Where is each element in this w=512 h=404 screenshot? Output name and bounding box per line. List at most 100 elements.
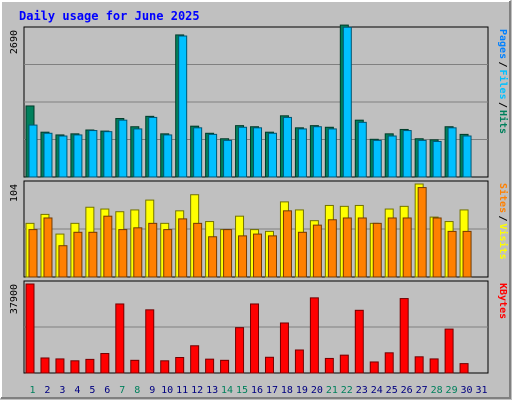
bar-files-day-12 — [193, 127, 203, 178]
bar-files-day-17 — [267, 132, 277, 178]
bar-files-day-24 — [372, 139, 382, 178]
panel-kbytes-scale-label: 37900 — [9, 284, 20, 314]
x-tick-label-day-23: 23 — [356, 385, 368, 396]
bar-kbytes-day-3 — [55, 358, 65, 374]
bar-kbytes-day-8 — [130, 359, 140, 374]
bar-files-day-21 — [327, 128, 337, 178]
bar-kbytes-day-14 — [220, 359, 230, 374]
bar-files-day-14 — [223, 139, 233, 178]
bar-files-day-27 — [417, 139, 427, 178]
x-tick-label-day-9: 9 — [149, 385, 155, 396]
bar-files-day-3 — [58, 135, 68, 178]
bar-kbytes-day-29 — [444, 328, 454, 374]
panel-hits-files-pages-legend: Pages / Files / Hits — [497, 29, 509, 134]
x-tick-label-day-18: 18 — [281, 385, 293, 396]
x-tick-label-day-6: 6 — [104, 385, 110, 396]
bar-files-day-6 — [103, 131, 113, 178]
bar-kbytes-day-13 — [205, 358, 215, 374]
bar-files-day-15 — [238, 126, 248, 178]
bar-kbytes-day-22 — [339, 354, 349, 374]
bar-sites-day-8 — [133, 227, 143, 278]
x-tick-label-day-29: 29 — [446, 385, 458, 396]
bar-sites-day-7 — [118, 229, 128, 278]
bar-sites-day-11 — [178, 218, 188, 278]
x-tick-label-day-5: 5 — [89, 385, 95, 396]
bar-files-day-29 — [447, 127, 457, 178]
legend-item-kbytes: KBytes — [497, 283, 508, 319]
bar-kbytes-day-30 — [459, 363, 469, 374]
x-tick-label-day-20: 20 — [311, 385, 323, 396]
legend-item-files: Files — [497, 70, 509, 100]
bar-sites-day-30 — [462, 230, 472, 278]
bar-files-day-19 — [297, 128, 307, 178]
bar-sites-day-29 — [447, 230, 457, 278]
x-tick-label-day-28: 28 — [431, 385, 443, 396]
bar-kbytes-day-20 — [309, 297, 319, 374]
bar-files-day-16 — [253, 127, 263, 178]
x-tick-label-day-12: 12 — [191, 385, 203, 396]
bar-kbytes-day-7 — [115, 303, 125, 374]
x-tick-label-day-11: 11 — [176, 385, 188, 396]
x-tick-label-day-13: 13 — [206, 385, 218, 396]
bar-files-day-1 — [28, 124, 38, 178]
bar-sites-day-15 — [238, 235, 248, 278]
bar-files-day-22 — [342, 26, 352, 178]
x-tick-label-day-16: 16 — [251, 385, 263, 396]
bar-files-day-23 — [357, 121, 367, 178]
chart-panels: 2690 Pages / Files / Hits 104 Sites / Visits 37900… — [9, 24, 509, 374]
x-tick-label-day-19: 19 — [296, 385, 308, 396]
bar-kbytes-day-4 — [70, 360, 80, 374]
bar-sites-day-27 — [417, 187, 427, 278]
bar-sites-day-23 — [357, 217, 367, 278]
bar-kbytes-day-15 — [235, 327, 245, 374]
bar-sites-day-1 — [28, 229, 38, 278]
x-tick-label-day-31: 31 — [475, 385, 487, 396]
bar-sites-day-16 — [253, 233, 263, 278]
bar-files-day-10 — [163, 134, 173, 178]
bar-sites-day-10 — [163, 229, 173, 278]
bar-sites-day-26 — [402, 217, 412, 278]
bar-files-day-20 — [312, 126, 322, 178]
bar-files-day-11 — [178, 35, 188, 178]
legend-item-visits: Visits — [497, 224, 509, 260]
x-tick-label-day-26: 26 — [401, 385, 413, 396]
bar-kbytes-day-12 — [190, 345, 200, 374]
bar-kbytes-day-16 — [250, 303, 260, 374]
x-tick-label-day-27: 27 — [416, 385, 428, 396]
bar-kbytes-day-11 — [175, 357, 185, 374]
x-tick-label-day-25: 25 — [386, 385, 398, 396]
bar-files-day-8 — [133, 128, 143, 178]
bar-sites-day-17 — [267, 235, 277, 278]
bar-kbytes-day-19 — [294, 349, 304, 374]
x-tick-label-day-15: 15 — [236, 385, 248, 396]
bar-kbytes-day-23 — [354, 309, 364, 374]
bar-kbytes-day-24 — [369, 361, 379, 374]
bar-kbytes-day-17 — [264, 356, 274, 374]
bar-kbytes-day-5 — [85, 358, 95, 374]
panel-kbytes: 37900 KBytes — [9, 280, 508, 374]
panel-kbytes-legend: KBytes — [497, 283, 508, 319]
legend-separator: / — [497, 102, 508, 108]
x-tick-label-day-2: 2 — [44, 385, 50, 396]
bar-sites-day-4 — [73, 231, 83, 278]
bar-sites-day-24 — [372, 222, 382, 278]
bar-files-day-4 — [73, 134, 83, 178]
panel-visits-sites-legend: Sites / Visits — [497, 183, 509, 260]
bar-sites-day-19 — [297, 231, 307, 278]
bar-files-day-18 — [282, 116, 292, 178]
bar-sites-day-18 — [282, 210, 292, 278]
bar-sites-day-2 — [43, 217, 53, 278]
bar-kbytes-day-2 — [40, 357, 50, 374]
bar-kbytes-day-6 — [100, 353, 110, 374]
bar-files-day-26 — [402, 130, 412, 178]
bar-files-day-5 — [88, 130, 98, 178]
x-tick-label-day-7: 7 — [119, 385, 125, 396]
bar-kbytes-day-26 — [399, 298, 409, 374]
bar-sites-day-22 — [342, 217, 352, 278]
chart-title: Daily usage for June 2025 — [19, 9, 200, 23]
bar-kbytes-day-1 — [25, 283, 35, 374]
bar-files-day-13 — [208, 133, 218, 178]
